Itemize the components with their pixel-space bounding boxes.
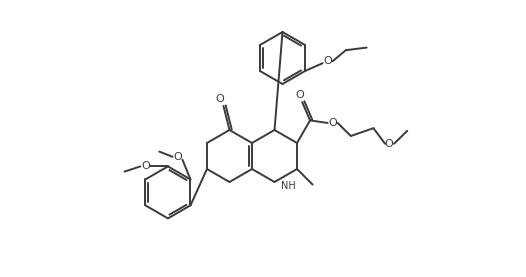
Text: O: O xyxy=(323,56,332,66)
Text: O: O xyxy=(385,139,393,149)
Text: O: O xyxy=(141,161,150,171)
Text: O: O xyxy=(328,118,337,128)
Text: O: O xyxy=(215,94,224,104)
Text: O: O xyxy=(296,90,305,100)
Text: O: O xyxy=(173,152,182,162)
Text: NH: NH xyxy=(280,181,295,191)
